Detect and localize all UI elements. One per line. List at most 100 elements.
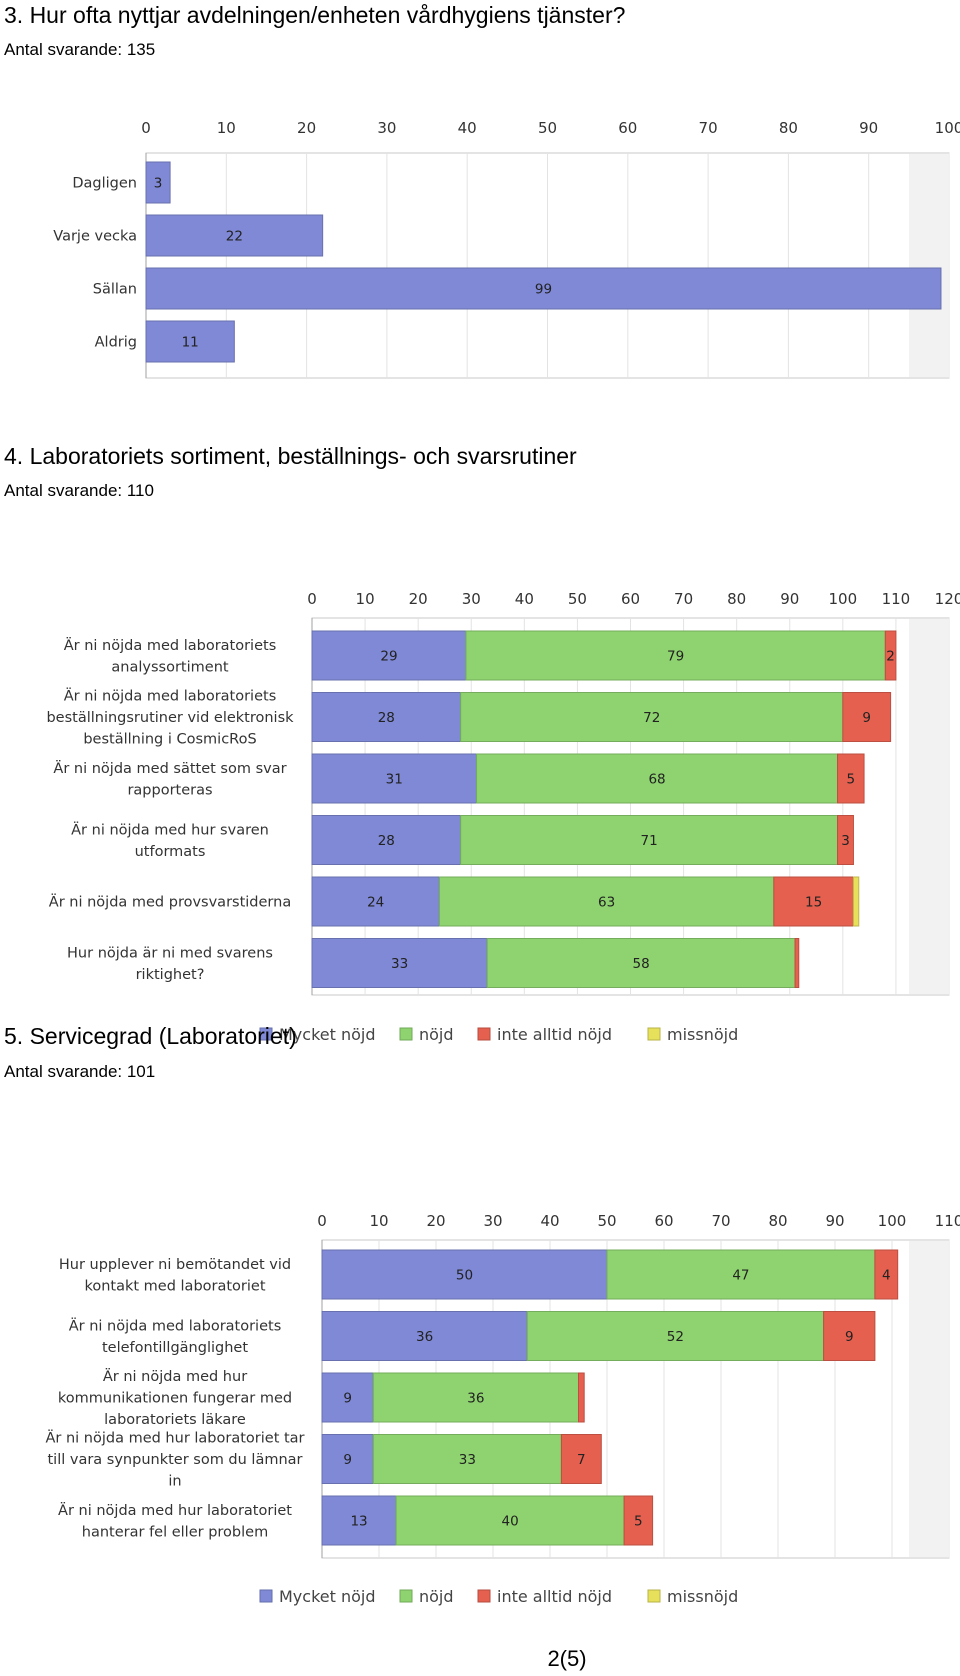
data-label: 58	[633, 956, 650, 972]
category-label: Aldrig	[95, 335, 137, 351]
legend-label: Mycket nöjd	[279, 1587, 376, 1606]
category-label: beställning i CosmicRoS	[83, 732, 256, 748]
category-label: Hur upplever ni bemötandet vid	[59, 1257, 291, 1273]
category-label: riktighet?	[136, 967, 205, 983]
bar-segment	[606, 1249, 876, 1300]
plot-shade	[909, 154, 948, 377]
data-label: 50	[456, 1268, 473, 1284]
x-tick-label: 70	[674, 590, 693, 608]
category-label: hanterar fel eller problem	[82, 1524, 268, 1540]
x-tick-label: 30	[377, 119, 396, 137]
bar-segment	[321, 1434, 374, 1484]
category-label: Är ni nöjda med provsvarstiderna	[49, 893, 291, 911]
bar	[145, 214, 324, 257]
legend-swatch	[647, 1027, 661, 1041]
legend-swatch	[399, 1027, 413, 1041]
data-label: 33	[391, 956, 408, 972]
x-tick-label: 60	[618, 119, 637, 137]
legend-swatch	[477, 1027, 491, 1041]
x-tick-label: 10	[356, 590, 375, 608]
laboratory-stacked-bar-chart: 0 10 20 30 40 50 60 70 80 90 100 110 120 Är ni nöjda …	[46, 590, 960, 1044]
plot-shade	[909, 1241, 948, 1557]
category-label: Är ni nöjda med laboratoriets	[69, 1316, 282, 1334]
data-label: 40	[502, 1514, 519, 1530]
category-label: Hur nöjda är ni med svarens	[67, 945, 273, 961]
data-label: 13	[350, 1514, 367, 1530]
frequency-bar-chart: 0 10 20 30 40 50 60 70 80 90 100 Dagligen 3 Varje vec…	[53, 119, 960, 379]
x-tick-label: 0	[141, 119, 151, 137]
bar-segment	[884, 630, 897, 681]
data-label: 11	[182, 335, 199, 351]
x-tick-label: 60	[654, 1212, 673, 1230]
bar-segment	[460, 692, 844, 742]
data-label: 28	[378, 710, 395, 726]
bar	[145, 267, 942, 310]
data-label: 36	[467, 1391, 484, 1407]
bar	[145, 161, 171, 204]
legend-label: nöjd	[419, 1025, 454, 1044]
data-label: 99	[535, 282, 552, 298]
category-label: utformats	[135, 844, 206, 860]
legend-label: inte alltid nöjd	[497, 1025, 612, 1044]
data-label: 7	[577, 1452, 586, 1468]
x-tick-label: 40	[458, 119, 477, 137]
data-label: 79	[667, 649, 684, 665]
bar-segment	[311, 753, 478, 804]
question-4-respondents: Antal svarande: 110	[4, 481, 154, 500]
bar-segment	[526, 1311, 825, 1361]
x-tick-label: 100	[829, 590, 858, 608]
legend-label: nöjd	[419, 1587, 454, 1606]
data-label: 5	[634, 1514, 643, 1530]
bar-segment	[372, 1434, 562, 1484]
x-tick-label: 70	[711, 1212, 730, 1230]
x-tick-label: 80	[768, 1212, 787, 1230]
data-label: 71	[640, 833, 657, 849]
bar-segment	[321, 1311, 528, 1361]
bar-segment	[623, 1495, 654, 1546]
category-label: in	[168, 1474, 181, 1490]
category-label: Är ni nöjda med hur svaren	[71, 820, 269, 838]
category-label: Varje vecka	[53, 229, 137, 245]
x-tick-label: 90	[780, 590, 799, 608]
x-tick-label: 50	[538, 119, 557, 137]
x-tick-label: 90	[859, 119, 878, 137]
legend-label: missnöjd	[667, 1587, 738, 1606]
x-tick-label: 50	[597, 1212, 616, 1230]
data-label: 5	[846, 772, 855, 788]
x-tick-label: 80	[779, 119, 798, 137]
x-tick-label: 30	[462, 590, 481, 608]
category-label: rapporteras	[127, 782, 212, 798]
x-tick-label: 60	[621, 590, 640, 608]
bar-segment	[465, 630, 886, 681]
x-tick-label: 100	[935, 119, 960, 137]
category-label: Sällan	[93, 282, 137, 298]
bar-segment	[852, 876, 860, 927]
x-tick-label: 110	[935, 1212, 960, 1230]
bar-segment	[560, 1434, 602, 1484]
question-5-title: 5. Servicegrad (Laboratoriet)	[4, 1023, 297, 1049]
legend-label: Mycket nöjd	[279, 1025, 376, 1044]
data-label: 28	[378, 833, 395, 849]
bar-segment	[486, 938, 796, 988]
x-tick-label: 10	[217, 119, 236, 137]
x-tick-label: 20	[297, 119, 316, 137]
category-label: Är ni nöjda med hur laboratoriet tar	[45, 1429, 304, 1447]
bar-segment	[837, 815, 854, 865]
data-label: 31	[386, 772, 403, 788]
data-label: 47	[732, 1268, 749, 1284]
legend-swatch	[477, 1589, 491, 1603]
category-label: Är ni nöjda med hur laboratoriet	[58, 1501, 292, 1519]
data-label: 9	[343, 1391, 352, 1407]
data-label: 9	[845, 1329, 854, 1345]
x-tick-label: 20	[426, 1212, 445, 1230]
category-label: telefontillgänglighet	[102, 1340, 248, 1356]
bar-segment	[438, 876, 775, 927]
bar-segment	[311, 630, 467, 681]
bar	[145, 320, 235, 363]
data-label: 9	[343, 1452, 352, 1468]
bar-segment	[311, 815, 462, 865]
legend-swatch	[399, 1589, 413, 1603]
category-label: Dagligen	[72, 176, 137, 192]
data-label: 68	[648, 772, 665, 788]
data-label: 4	[882, 1268, 891, 1284]
